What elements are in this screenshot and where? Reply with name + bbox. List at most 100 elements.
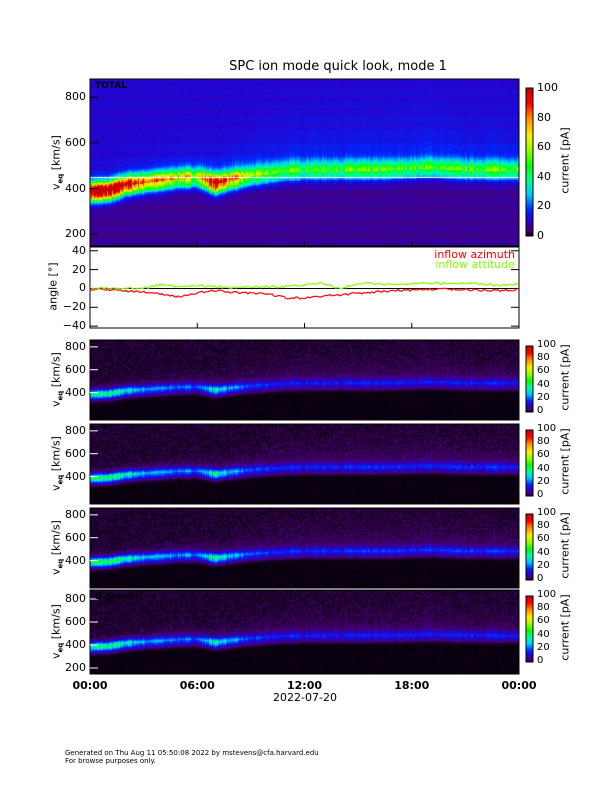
- panel-frame: [89, 423, 520, 505]
- colorbar-label: current [pA]: [558, 594, 572, 661]
- y-tick-label: 400: [65, 638, 86, 651]
- colorbar-tick-label: 80: [537, 436, 550, 448]
- colorbar-tick-label: 0: [537, 405, 544, 416]
- y-tick-label: 600: [65, 362, 86, 376]
- colorbar-tick-label: 40: [537, 169, 551, 183]
- colorbar-tick-label: 20: [537, 391, 550, 403]
- colorbar-tick-label: 100: [537, 339, 557, 350]
- colorbar-tick-label: 40: [537, 462, 550, 474]
- colorbar-tick-label: 20: [537, 199, 551, 213]
- y-tick-label: 800: [65, 591, 86, 605]
- colorbar-tick-label: 60: [537, 615, 550, 627]
- colorbar-tick-label: 80: [537, 110, 551, 124]
- footer: Generated on Thu Aug 11 05:50:08 2022 by…: [65, 749, 319, 765]
- y-tick-label: −20: [62, 300, 86, 314]
- colorbar-tick-label: 80: [537, 352, 550, 364]
- colorbar-frame: [525, 595, 534, 663]
- series-line-azimuth: [89, 287, 519, 300]
- y-tick-label: −40: [62, 319, 86, 333]
- y-axis-label: veq [km/s]: [49, 436, 65, 492]
- panel-frame: [89, 507, 520, 589]
- colorbar: [526, 346, 533, 412]
- colorbar-tick-label: 0: [537, 229, 544, 242]
- panel-frame: [89, 339, 520, 421]
- panel-label: D sensor: [95, 592, 140, 602]
- colorbar-tick-label: 0: [537, 655, 544, 666]
- y-tick-label: 200: [65, 227, 86, 241]
- y-tick-label: 400: [65, 181, 86, 195]
- y-tick-label: 0: [79, 281, 86, 295]
- colorbar-frame: [525, 513, 534, 581]
- y-axis-label: veq [km/s]: [49, 604, 65, 660]
- colorbar-label: current [pA]: [558, 428, 572, 495]
- y-tick-label: 40: [72, 243, 86, 257]
- spectrogram-total: [90, 79, 519, 246]
- colorbar: [526, 430, 533, 496]
- colorbar-frame: [525, 429, 534, 497]
- y-tick-label: 600: [65, 614, 86, 628]
- colorbar-tick-label: 60: [537, 533, 550, 545]
- x-tick-label: 06:00: [179, 679, 215, 692]
- x-tick-label: 18:00: [394, 679, 430, 692]
- colorbar-tick-label: 20: [537, 559, 550, 571]
- y-tick-label: 200: [65, 661, 86, 675]
- spectrogram-sensor-b: [90, 424, 519, 504]
- angle-panel-frame: [89, 246, 520, 329]
- colorbar-tick-label: 40: [537, 546, 550, 558]
- y-tick-label: 600: [65, 446, 86, 460]
- footer-note: For browse purposes only.: [65, 757, 156, 765]
- colorbar-tick-label: 60: [537, 449, 550, 461]
- y-tick-label: 800: [65, 339, 86, 353]
- x-tick-label: 00:00: [501, 679, 537, 692]
- x-tick-label: 00:00: [72, 679, 108, 692]
- footer-generated: Generated on Thu Aug 11 05:50:08 2022 by…: [65, 749, 319, 757]
- y-tick-label: 600: [65, 530, 86, 544]
- y-tick-label: 800: [65, 423, 86, 437]
- colorbar-tick-label: 100: [537, 589, 557, 600]
- colorbar-tick-label: 20: [537, 475, 550, 487]
- legend-azimuth: inflow azimuth: [434, 248, 515, 261]
- spectrogram-sensor-c: [90, 508, 519, 588]
- panel-frame: [89, 589, 520, 675]
- spectrogram-sensor-a: [90, 340, 519, 420]
- y-tick-label: 600: [65, 135, 86, 149]
- colorbar-frame: [525, 345, 534, 413]
- x-axis-date: 2022-07-20: [273, 691, 337, 704]
- y-axis-label: veq [km/s]: [49, 134, 65, 190]
- colorbar-tick-label: 100: [537, 81, 558, 94]
- y-axis-label: veq [km/s]: [49, 520, 65, 576]
- colorbar-label: current [pA]: [558, 512, 572, 579]
- colorbar-frame: [525, 87, 534, 237]
- y-tick-label: 400: [65, 469, 86, 483]
- spectrogram-sensor-d: [90, 590, 519, 674]
- colorbar-tick-label: 80: [537, 520, 550, 532]
- colorbar-tick-label: 40: [537, 628, 550, 640]
- series-line-attitude: [89, 281, 519, 291]
- colorbar-tick-label: 100: [537, 507, 557, 518]
- colorbar: [526, 88, 533, 236]
- colorbar: [526, 514, 533, 580]
- colorbar-tick-label: 0: [537, 489, 544, 500]
- panel-label: TOTAL: [95, 81, 127, 91]
- y-tick-label: 400: [65, 553, 86, 567]
- legend-attitude: inflow attitude: [435, 258, 515, 271]
- colorbar-tick-label: 60: [537, 365, 550, 377]
- colorbar-label: current [pA]: [558, 344, 572, 411]
- colorbar-tick-label: 60: [537, 140, 551, 154]
- colorbar-tick-label: 100: [537, 423, 557, 434]
- y-axis-label: veq [km/s]: [49, 352, 65, 408]
- plot-title: SPC ion mode quick look, mode 1: [229, 59, 447, 74]
- colorbar: [526, 596, 533, 662]
- colorbar-tick-label: 20: [537, 641, 550, 653]
- y-tick-label: 800: [65, 507, 86, 521]
- colorbar-tick-label: 0: [537, 573, 544, 584]
- panel-frame: [89, 78, 520, 247]
- colorbar-tick-label: 40: [537, 378, 550, 390]
- y-tick-label: 800: [65, 90, 86, 104]
- y-tick-label: 20: [72, 262, 86, 276]
- colorbar-label: current [pA]: [558, 127, 572, 194]
- y-tick-label: 400: [65, 385, 86, 399]
- x-tick-label: 12:00: [286, 679, 322, 692]
- y-axis-label: angle [°]: [46, 261, 60, 311]
